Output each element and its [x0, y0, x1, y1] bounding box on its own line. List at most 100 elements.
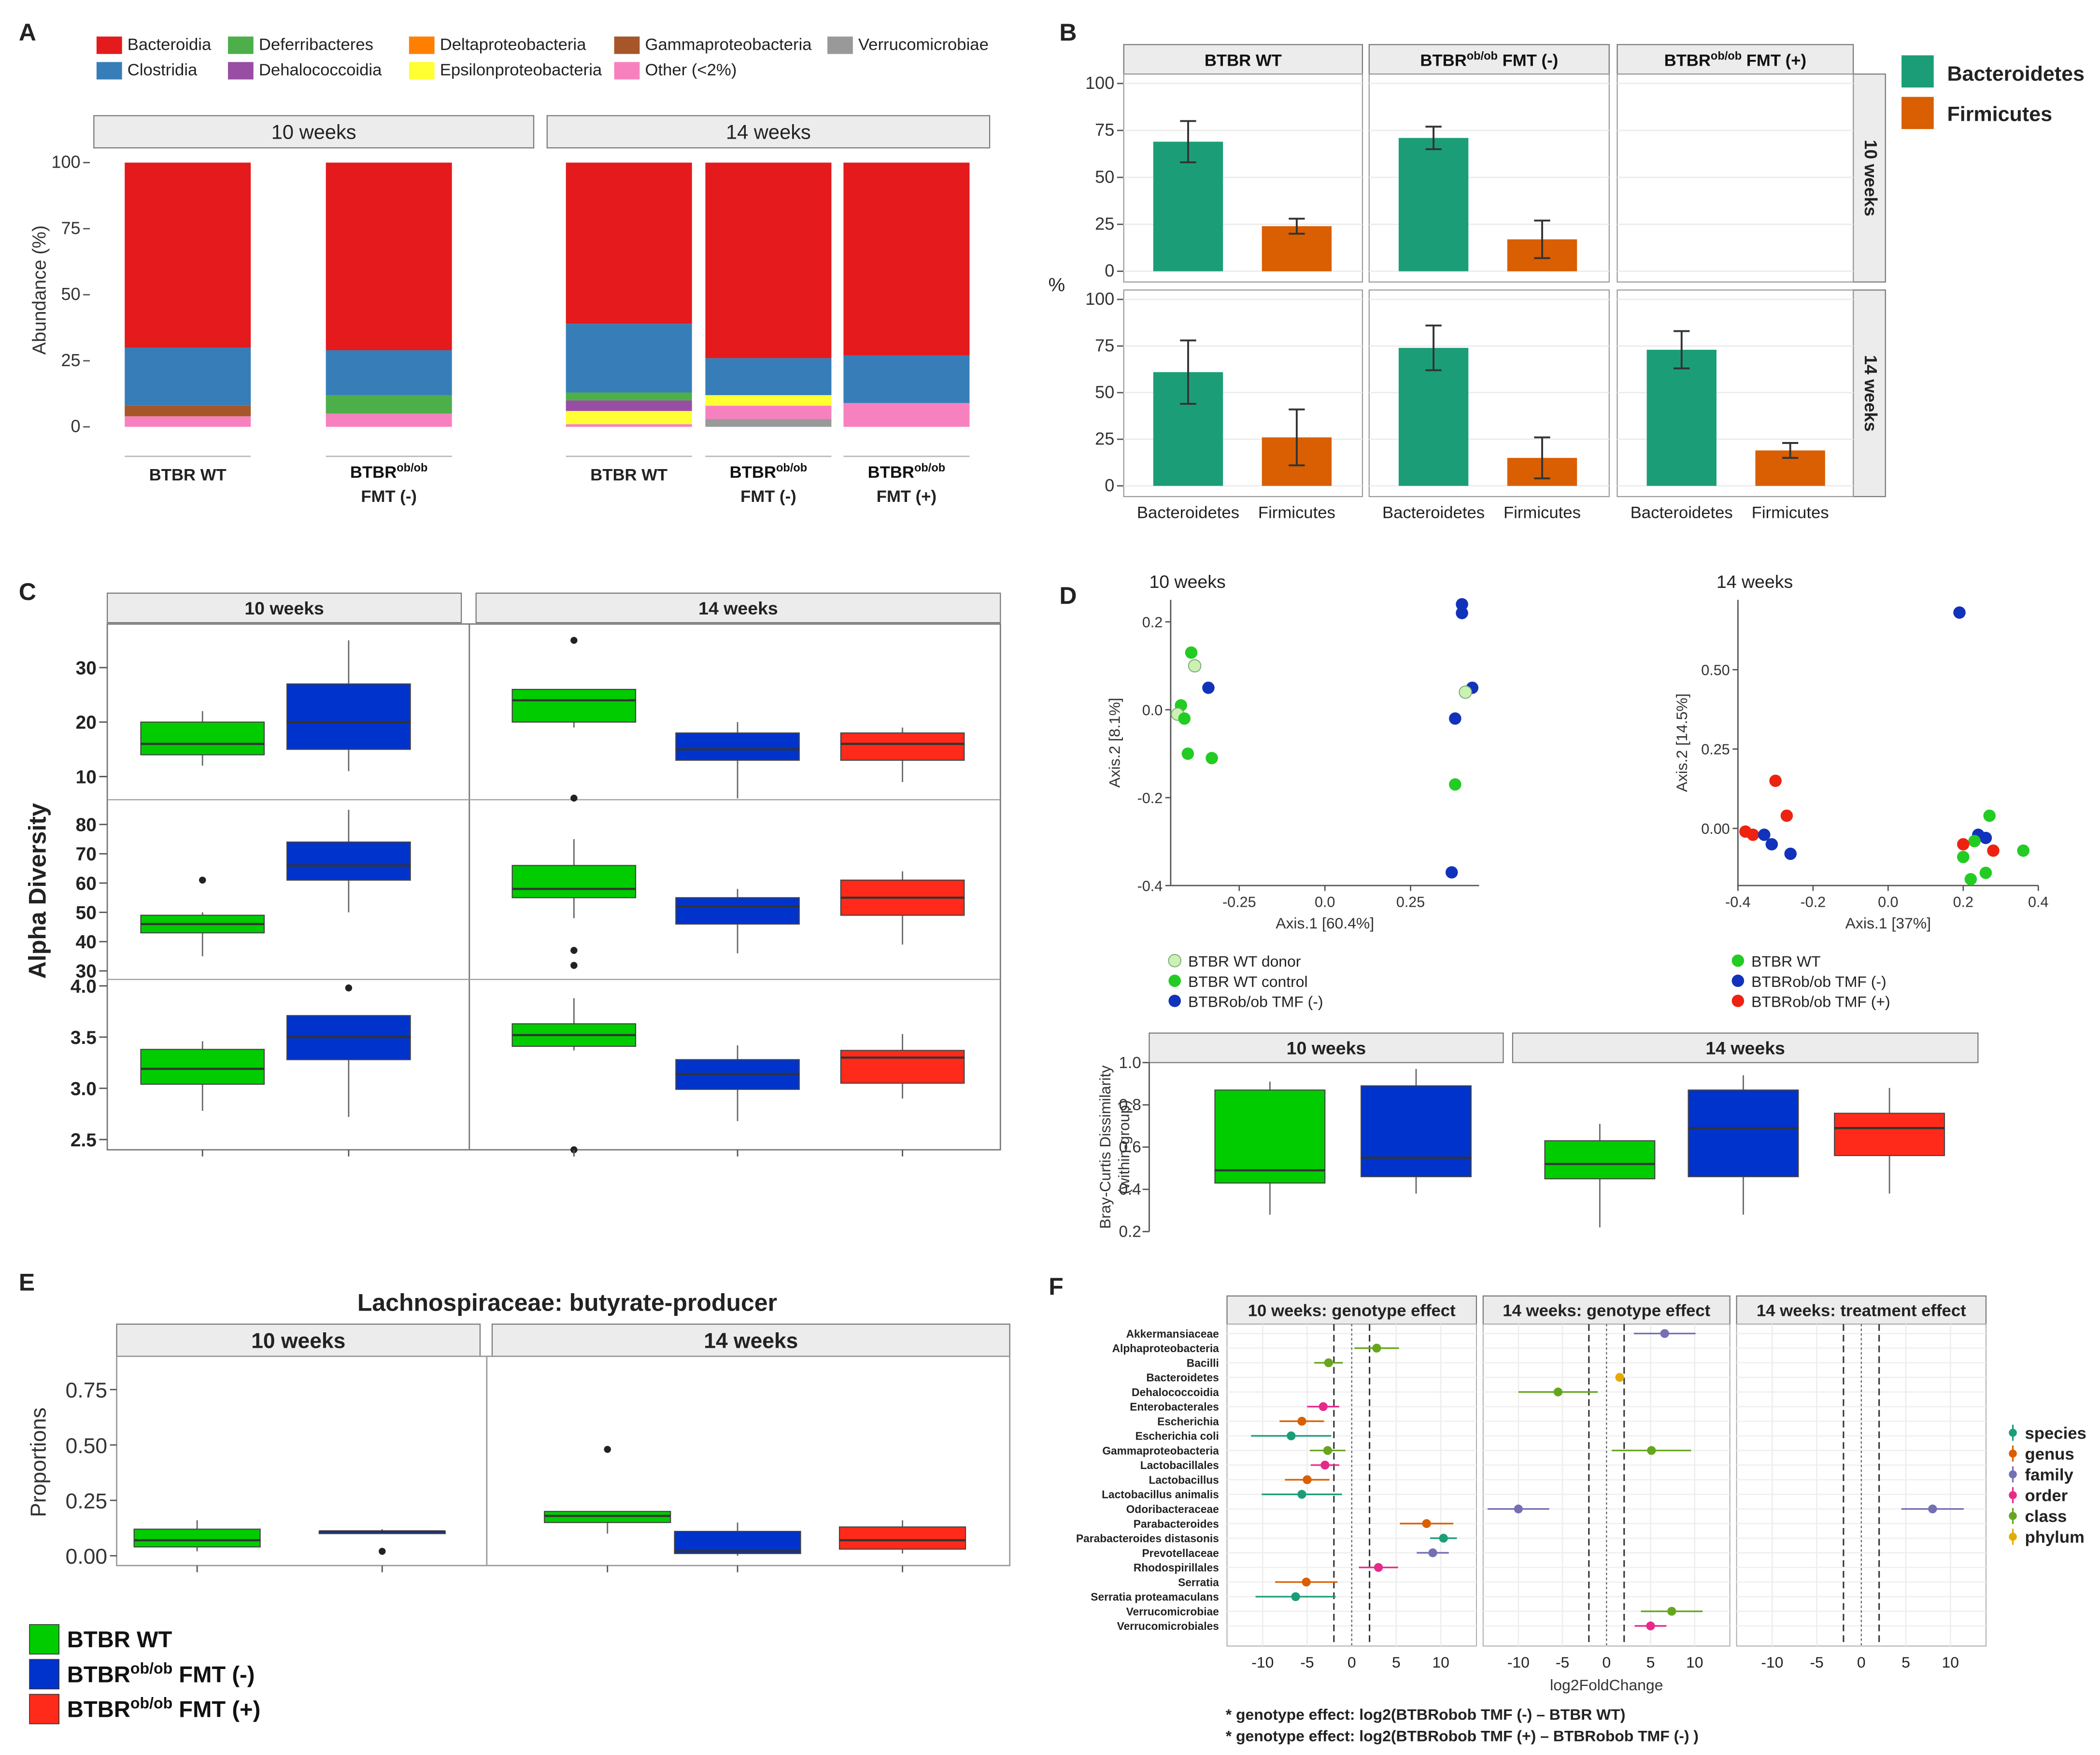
y-tick-label: 3.0: [71, 1079, 97, 1099]
legend-label-pcoa_wt: BTBR WT control: [1188, 973, 1308, 990]
facet-strip-row-label: 10 weeks: [1861, 140, 1881, 216]
legend-label-verrucomicrobiae: Verrucomicrobiae: [858, 35, 989, 54]
scatter-point: [1185, 646, 1198, 659]
y-tick-label: 50: [61, 284, 80, 304]
y-tick-label: 0.25: [66, 1490, 107, 1513]
facet-strip-10-weeks: [93, 115, 535, 149]
x-tick-label: -5: [1810, 1654, 1823, 1671]
footnote: * genotype effect: log2(BTBRobob TMF (+)…: [1226, 1727, 1699, 1745]
y-tick-label: 70: [76, 844, 97, 865]
y-tick-label: 0: [71, 416, 81, 436]
facet-strip-col-label: BTBRob/ob FMT (+): [1664, 50, 1806, 70]
legend-point-pcoa_blue: [1168, 995, 1181, 1007]
effect-point-family: [1660, 1329, 1669, 1338]
taxon-label: Akkermansiaceae: [1126, 1327, 1219, 1340]
box-fmt_plus-box: [840, 1050, 965, 1084]
legend-label-pcoa_blue: BTBRob/ob TMF (-): [1188, 993, 1323, 1010]
e-box-wt-outlier: [604, 1446, 611, 1453]
y-tick-label: 40: [76, 932, 97, 953]
stack-clostridia: [705, 358, 832, 395]
box-wt-outlier: [570, 962, 578, 969]
taxon-label: Bacteroidetes: [1146, 1371, 1219, 1384]
panel-label-D: D: [1059, 582, 1077, 609]
legend-point-pcoa_red: [1731, 995, 1745, 1007]
legend-swatch-deferribacteres: [228, 36, 254, 54]
legend-swatch-other: [614, 62, 640, 80]
y-axis-title: %: [1049, 275, 1065, 296]
x-tick-label: 10: [1432, 1654, 1449, 1671]
scatter-point: [2017, 844, 2029, 857]
y-tick-label: 0.00: [1701, 821, 1730, 837]
x-tick-label: -10: [1251, 1654, 1274, 1671]
x-tick-label: 0: [1348, 1654, 1356, 1671]
x-tick-label: 5: [1901, 1654, 1910, 1671]
stack-other: [843, 403, 970, 427]
y-tick-label: 0: [1105, 261, 1114, 281]
stack-clostridia: [125, 347, 251, 406]
bc-box-fmt_plus-box: [1834, 1113, 1945, 1156]
scatter-point: [1459, 685, 1472, 699]
taxon-label: Rhodospirillales: [1134, 1561, 1219, 1574]
y-tick-label: 0.25: [1701, 742, 1730, 758]
legend-point-wt_light: [1168, 954, 1181, 968]
effect-point-species: [1297, 1490, 1306, 1499]
x-label-line2: FMT (-): [740, 487, 796, 506]
facet-strip-10-weeks: [107, 592, 462, 624]
scatter-point: [1964, 873, 1977, 885]
stack-bacteroidia: [326, 162, 452, 350]
y-tick-label: 3.5: [71, 1027, 97, 1048]
legend-label-epsilonproteobacteria: Epsilonproteobacteria: [440, 61, 602, 79]
effect-point-class: [1323, 1446, 1333, 1455]
y-tick-label: -0.4: [1137, 878, 1163, 894]
facet-strip-f-1-label: 14 weeks: genotype effect: [1503, 1301, 1710, 1320]
scatter-point: [1769, 774, 1782, 787]
y-tick-label: 80: [76, 815, 97, 836]
x-tick-label: 0: [1602, 1654, 1611, 1671]
box-fmt_plus-box: [840, 732, 965, 761]
scatter-point: [1456, 598, 1468, 611]
bar-bacteroidetes: [1153, 142, 1223, 271]
bc-box-fmt_minus-box: [1688, 1089, 1799, 1177]
pcoa-10-weeks-x-axis-title: Axis.1 [60.4%]: [1276, 914, 1374, 932]
bar-bacteroidetes: [1398, 138, 1469, 271]
facet-strip-f-1: [1482, 1295, 1731, 1325]
stack-other: [125, 416, 251, 427]
scatter-point: [1780, 809, 1793, 822]
effect-point-order: [1320, 1460, 1330, 1470]
x-label: BTBRob/ob: [350, 462, 428, 482]
facet-strip-bc-10-weeks-label: 10 weeks: [1287, 1038, 1366, 1058]
box-wt-box: [511, 865, 637, 899]
x-tick-label: -10: [1761, 1654, 1783, 1671]
effect-point-class: [1324, 1358, 1333, 1368]
scatter-point: [1968, 835, 1981, 847]
y-tick-label: 0.75: [66, 1379, 107, 1402]
taxon-label: Enterobacterales: [1130, 1400, 1219, 1413]
effect-point-genus: [1297, 1416, 1306, 1426]
e-box-fmt_minus-outlier: [379, 1548, 386, 1555]
legend-point-pcoa_wt: [1168, 974, 1181, 987]
legend-swatch-firmicutes: [1901, 97, 1934, 129]
taxon-label: Escherichia: [1157, 1415, 1219, 1427]
effect-point-class: [1372, 1343, 1381, 1353]
taxon-label: Prevotellaceae: [1142, 1547, 1219, 1559]
x-label: BTBR WT: [149, 466, 227, 485]
plot-border: [106, 623, 1001, 1151]
stack-bacteroidia: [125, 162, 251, 348]
x-tick-label: 0.0: [1315, 894, 1335, 911]
legend-swatch-bacteroidia: [96, 36, 122, 54]
e-box-wt-box: [133, 1528, 261, 1548]
scatter-point: [1758, 828, 1771, 841]
legend-label-phylum: phylum: [2025, 1528, 2085, 1547]
legend-label-deferribacteres: Deferribacteres: [259, 35, 373, 54]
facet-strip-14-weeks-label: 14 weeks: [698, 598, 778, 618]
scatter-point: [1178, 712, 1191, 725]
facet-strip-bc-14-weeks-label: 14 weeks: [1705, 1038, 1785, 1058]
e-box-fmt_minus-box: [674, 1530, 801, 1555]
taxon-label: Alphaproteobacteria: [1112, 1342, 1220, 1355]
stack-deferribacteres: [566, 392, 692, 400]
y-tick-label: 10: [76, 767, 97, 787]
legend-point-family: [2009, 1470, 2017, 1479]
taxon-label: Verrucomicrobiales: [1117, 1620, 1219, 1632]
stack-other: [566, 424, 692, 427]
bc-y-axis-title: Bray-Curtis Dissimilarity: [1096, 1065, 1114, 1229]
